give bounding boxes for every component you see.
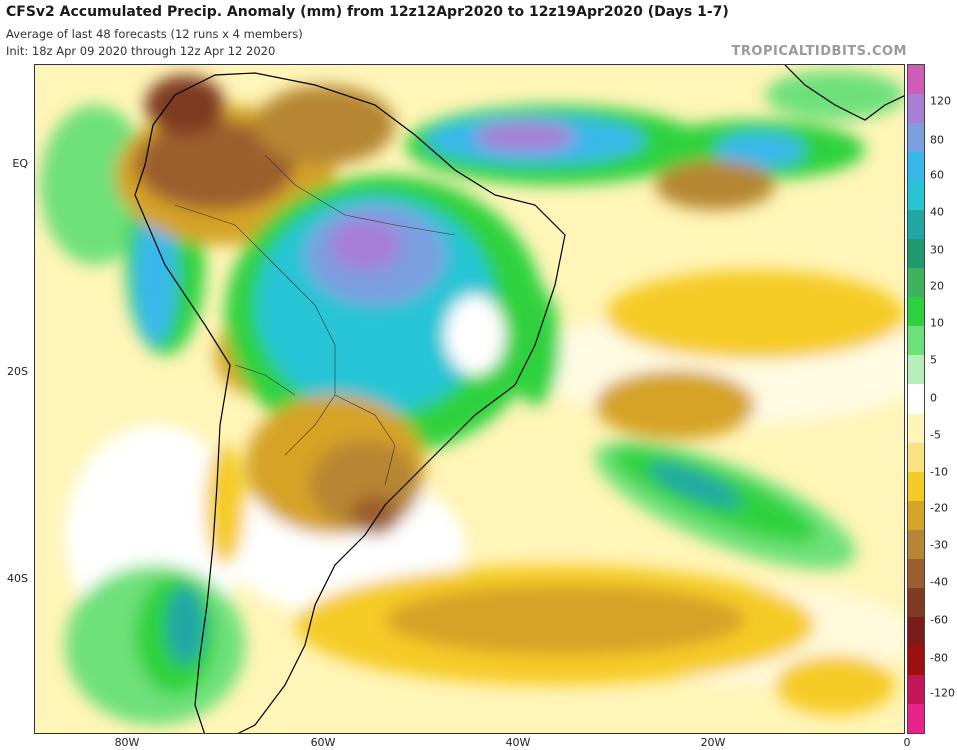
lon-label-80w: 80W xyxy=(114,736,140,749)
brand-watermark: TROPICALTIDBITS.COM xyxy=(731,44,907,59)
colorbar-label: 10 xyxy=(930,316,944,330)
colorbar-label: 120 xyxy=(930,94,951,108)
lon-label-40w: 40W xyxy=(505,736,531,749)
colorbar-segment xyxy=(908,645,924,676)
colorbar-label: -120 xyxy=(930,686,955,700)
colorbar-label: 5 xyxy=(930,353,937,367)
colorbar-segment xyxy=(908,94,924,124)
lat-label-20s: 20S xyxy=(7,365,28,378)
colorbar-label: -30 xyxy=(930,538,948,552)
colorbar-segment xyxy=(908,152,924,182)
colorbar-segment xyxy=(908,616,924,647)
colorbar-segment xyxy=(908,239,924,269)
lat-label-eq: EQ xyxy=(12,157,28,170)
lon-label-0: 0 xyxy=(903,736,911,749)
colorbar-segment xyxy=(908,268,924,298)
colorbar-label: 0 xyxy=(930,391,937,405)
coastlines xyxy=(134,65,904,733)
colorbar-segment xyxy=(908,413,924,444)
colorbar-segment xyxy=(908,500,924,531)
colorbar-label: -80 xyxy=(930,651,948,665)
precip-anomaly-map xyxy=(34,64,905,734)
country-borders xyxy=(174,154,456,486)
colorbar-segment xyxy=(908,529,924,560)
colorbar-label: -5 xyxy=(930,428,941,442)
colorbar-label: -60 xyxy=(930,613,948,627)
colorbar-label: 20 xyxy=(930,279,944,293)
map-svg xyxy=(35,65,904,733)
chart-title: CFSv2 Accumulated Precip. Anomaly (mm) f… xyxy=(6,4,729,20)
colorbar-segment xyxy=(908,355,924,385)
colorbar-segment xyxy=(908,123,924,153)
colorbar-segment xyxy=(908,442,924,473)
colorbar-label: 30 xyxy=(930,243,944,257)
colorbar-label: 60 xyxy=(930,168,944,182)
colorbar xyxy=(907,64,925,734)
colorbar-segment xyxy=(908,471,924,502)
colorbar-label: -40 xyxy=(930,575,948,589)
colorbar-segment xyxy=(908,587,924,618)
lat-label-40s: 40S xyxy=(7,572,28,585)
colorbar-segment xyxy=(908,181,924,211)
colorbar-segment xyxy=(908,674,924,705)
subtitle-init: Init: 18z Apr 09 2020 through 12z Apr 12… xyxy=(6,44,276,58)
anomaly-field xyxy=(40,70,904,725)
colorbar-label: -10 xyxy=(930,465,948,479)
colorbar-segment xyxy=(908,297,924,327)
colorbar-segment xyxy=(908,384,924,414)
lon-label-20w: 20W xyxy=(700,736,726,749)
colorbar-segment xyxy=(908,558,924,589)
colorbar-segment xyxy=(908,210,924,240)
lon-label-60w: 60W xyxy=(310,736,336,749)
colorbar-label: 40 xyxy=(930,205,944,219)
subtitle-forecasts: Average of last 48 forecasts (12 runs x … xyxy=(6,27,303,41)
colorbar-segment xyxy=(908,703,924,734)
colorbar-segment xyxy=(908,326,924,356)
colorbar-segment xyxy=(908,65,924,95)
colorbar-label: -20 xyxy=(930,501,948,515)
colorbar-label: 80 xyxy=(930,133,944,147)
